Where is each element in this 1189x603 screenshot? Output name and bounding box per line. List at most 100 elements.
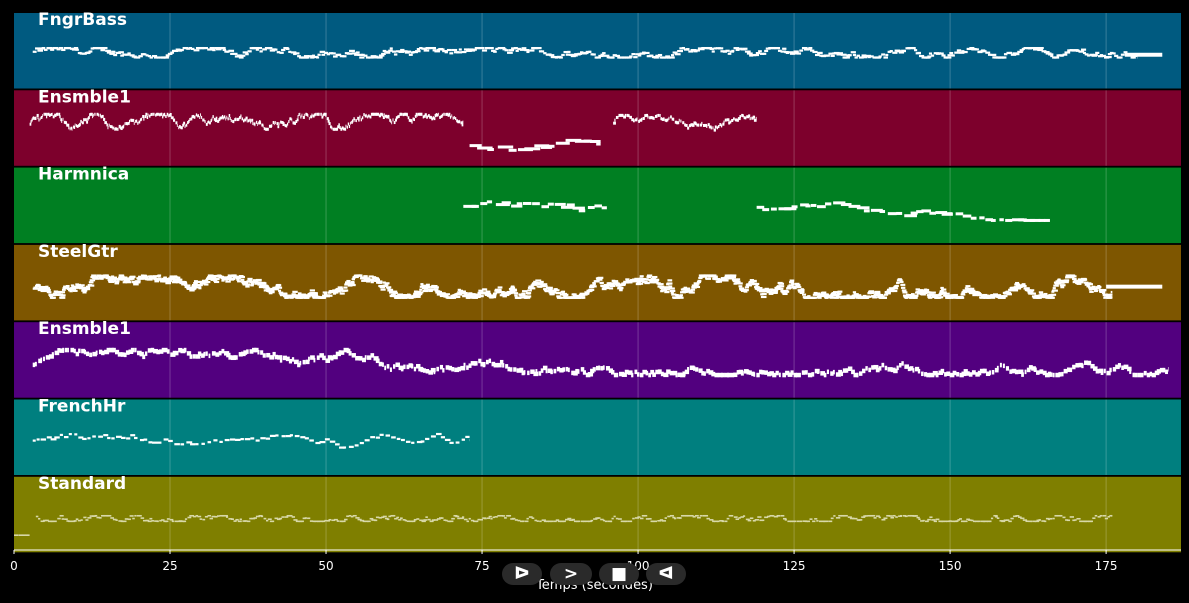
note [750, 280, 755, 284]
next-button[interactable]: > [550, 563, 592, 585]
note [156, 112, 158, 116]
note [378, 114, 382, 118]
note [358, 118, 360, 122]
note [583, 139, 592, 143]
note [620, 520, 625, 523]
note [299, 360, 302, 366]
note [195, 354, 201, 359]
note [416, 293, 423, 296]
note [104, 121, 106, 125]
note [139, 118, 142, 122]
note [676, 517, 681, 519]
note [508, 287, 515, 291]
back-button[interactable]: ᐊ [646, 563, 686, 585]
note [255, 48, 259, 51]
note [314, 293, 318, 296]
note [755, 51, 761, 55]
note [806, 48, 812, 51]
note [644, 51, 650, 55]
note [374, 519, 378, 522]
note [207, 514, 212, 517]
note [140, 277, 145, 280]
note [313, 295, 319, 298]
note [198, 283, 203, 287]
note [247, 119, 250, 123]
note [392, 514, 396, 517]
note [1101, 290, 1106, 293]
note [887, 367, 893, 372]
note [46, 436, 52, 439]
note [1025, 520, 1029, 523]
note [274, 48, 278, 51]
note [619, 371, 625, 377]
note [243, 350, 248, 355]
note [1102, 514, 1107, 517]
note [1024, 369, 1027, 375]
note [177, 276, 181, 279]
note [113, 277, 117, 280]
note [361, 279, 367, 282]
note [561, 53, 565, 57]
note [530, 369, 535, 374]
note [850, 51, 856, 54]
note [621, 372, 627, 377]
note [449, 441, 454, 444]
note [62, 347, 65, 353]
note [267, 46, 273, 50]
note [237, 280, 242, 283]
note [871, 365, 875, 370]
note [388, 116, 390, 120]
note [837, 290, 843, 293]
note [48, 354, 54, 359]
note [129, 54, 135, 57]
note [592, 53, 596, 56]
note [442, 292, 447, 296]
note [635, 279, 640, 282]
note [196, 280, 203, 283]
note [271, 289, 275, 293]
note [1069, 516, 1075, 518]
stop-button[interactable]: ■ [599, 563, 639, 585]
note [166, 349, 170, 354]
note [542, 285, 548, 288]
note [604, 54, 610, 57]
note [1040, 294, 1046, 297]
note [775, 287, 781, 290]
note [119, 126, 122, 130]
note [75, 124, 78, 128]
note [714, 276, 718, 279]
note [124, 53, 130, 56]
note [295, 119, 298, 123]
note [704, 514, 709, 517]
note [1080, 48, 1087, 51]
note [365, 56, 371, 59]
note [76, 124, 79, 128]
note [63, 435, 69, 439]
note [454, 117, 457, 121]
note [172, 118, 175, 122]
note [982, 368, 987, 374]
note [559, 520, 565, 523]
note [229, 117, 231, 121]
note [698, 368, 703, 373]
note [306, 296, 310, 299]
note [762, 208, 770, 212]
note [610, 56, 615, 59]
note [1032, 520, 1036, 523]
note [553, 520, 557, 523]
note [237, 520, 242, 523]
note [111, 347, 116, 353]
track-name: Standard [38, 474, 126, 494]
note [390, 119, 392, 123]
note [1079, 520, 1083, 523]
note [958, 51, 965, 54]
note [329, 125, 332, 129]
note [52, 520, 55, 523]
note [103, 117, 106, 121]
note [185, 123, 188, 127]
note [1050, 293, 1057, 296]
note [659, 286, 664, 290]
note [34, 361, 37, 367]
note [148, 441, 153, 444]
play-button[interactable]: ᐅ [502, 563, 542, 585]
